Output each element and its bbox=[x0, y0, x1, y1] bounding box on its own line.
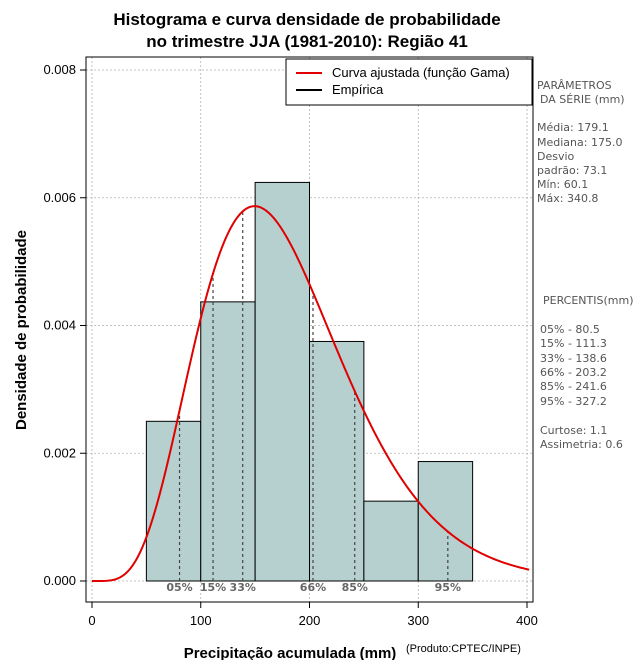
x-axis-credit: (Produto:CPTEC/INPE) bbox=[406, 643, 521, 655]
legend-label-empirical: Empírica bbox=[332, 82, 384, 97]
percentil-15: 15% - 111.3 bbox=[540, 337, 607, 350]
x-tick-label-0: 0 bbox=[88, 613, 95, 628]
y-tick-label-3: 0.006 bbox=[43, 190, 76, 205]
x-tick-label-2: 200 bbox=[299, 613, 321, 628]
percentil-33: 33% - 138.6 bbox=[540, 352, 607, 365]
histogram-bar-3 bbox=[309, 340, 365, 582]
percentile-label-4: 85% bbox=[342, 581, 368, 594]
gamma-fit-curve bbox=[92, 205, 530, 582]
chart-title-line2: no trimestre JJA (1981-2010): Região 41 bbox=[146, 32, 468, 51]
x-tick-label-3: 300 bbox=[407, 613, 429, 628]
param-media: Média: 179.1 bbox=[537, 121, 609, 134]
y-tick-label-4: 0.008 bbox=[43, 62, 76, 77]
param-min: Mín: 60.1 bbox=[537, 178, 588, 191]
param-mediana: Mediana: 175.0 bbox=[537, 136, 622, 149]
histogram-bar-0 bbox=[145, 420, 202, 582]
percentile-markers: 05% 15% 33% 66% 85% 95% bbox=[166, 211, 461, 594]
param-desvio-line1: Desvio bbox=[537, 150, 575, 163]
percentil-05: 05% - 80.5 bbox=[540, 323, 600, 336]
percentil-85: 85% - 241.6 bbox=[540, 380, 607, 393]
percentil-95: 95% - 327.2 bbox=[540, 395, 607, 408]
percentile-label-3: 66% bbox=[300, 581, 326, 594]
histogram-bar-2 bbox=[254, 181, 310, 582]
chart-title-line1: Histograma e curva densidade de probabil… bbox=[113, 10, 500, 29]
percentile-label-1: 15% bbox=[200, 581, 226, 594]
y-tick-label-2: 0.004 bbox=[43, 318, 76, 333]
axes: 0 100 200 300 400 0.000 0.002 0.004 0.006 0.008 bbox=[43, 62, 537, 628]
legend: Curva ajustada (função Gama) Empírica bbox=[285, 58, 533, 106]
histogram-bar-5 bbox=[417, 461, 474, 582]
y-tick-label-1: 0.002 bbox=[43, 445, 76, 460]
percentile-label-2: 33% bbox=[230, 581, 256, 594]
y-axis-label: Densidade de probabilidade bbox=[13, 230, 30, 430]
legend-box bbox=[285, 58, 533, 106]
histogram-bar-1 bbox=[200, 301, 256, 582]
x-axis-label: Precipitação acumulada (mm) bbox=[184, 645, 397, 660]
stat-assimetria: Assimetria: 0.6 bbox=[540, 438, 623, 451]
percentil-66: 66% - 203.2 bbox=[540, 366, 607, 379]
side-panel: PARÂMETROS DA SÉRIE (mm) Média: 179.1 Me… bbox=[537, 79, 634, 451]
gamma-curve-layer bbox=[92, 205, 530, 582]
percentile-label-5: 95% bbox=[435, 581, 461, 594]
y-tick-label-0: 0.000 bbox=[43, 573, 76, 588]
histogram-bar-4 bbox=[363, 500, 419, 582]
param-max: Máx: 340.8 bbox=[537, 192, 598, 205]
x-tick-label-1: 100 bbox=[190, 613, 212, 628]
params-title-line2: DA SÉRIE (mm) bbox=[540, 93, 625, 106]
params-title-line1: PARÂMETROS bbox=[537, 79, 612, 92]
stat-curtose: Curtose: 1.1 bbox=[540, 424, 607, 437]
percentis-title: PERCENTIS(mm) bbox=[543, 294, 634, 307]
histogram-bars bbox=[145, 181, 474, 582]
param-desvio-line2: padrão: 73.1 bbox=[537, 164, 607, 177]
x-tick-label-4: 400 bbox=[516, 613, 538, 628]
percentile-label-0: 05% bbox=[166, 581, 192, 594]
legend-label-fit: Curva ajustada (função Gama) bbox=[332, 65, 510, 80]
